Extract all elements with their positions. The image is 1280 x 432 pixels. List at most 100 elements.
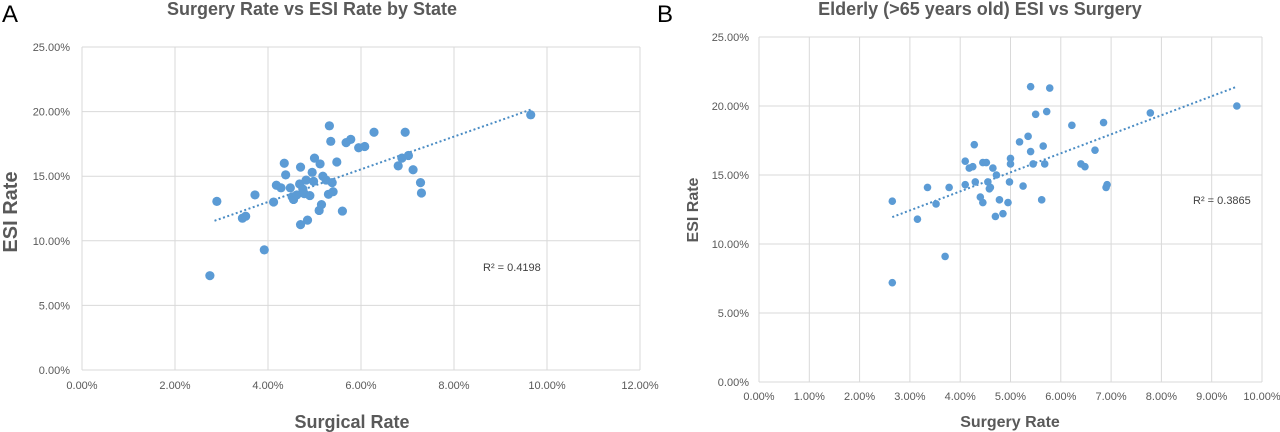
b-data-point <box>989 164 997 172</box>
a-data-point <box>241 211 251 221</box>
panel-b-x-tick-labels: 0.00% 1.00% 2.00% 3.00% 4.00% 5.00% 6.00% 7.00%… <box>743 391 1280 403</box>
b-data-point <box>1040 160 1049 168</box>
a-data-point <box>309 153 320 163</box>
b-data-point <box>1004 198 1012 207</box>
a-data-point <box>276 183 286 193</box>
b-data-point <box>999 209 1007 218</box>
b-data-point <box>1015 138 1024 146</box>
b-data-point <box>970 140 979 149</box>
panel-a: A Surgery Rate vs ESI Rate by State 0.00… <box>0 0 659 432</box>
panel-b-trendline <box>891 85 1238 219</box>
panel-a-label: A <box>2 1 18 28</box>
b-data-point <box>913 215 922 223</box>
panel-a-plot-frame <box>0 40 2 42</box>
b-x-tick-label: 4.00% <box>945 391 976 403</box>
panel-b: B Elderly (>65 years old) ESI vs Surgery… <box>657 0 1280 431</box>
b-y-tick-label: 5.00% <box>718 308 749 320</box>
b-data-point <box>992 171 1001 179</box>
b-x-tick-label: 10.00% <box>1243 391 1280 403</box>
b-x-tick-label: 0.00% <box>743 391 774 403</box>
b-data-point <box>1024 132 1032 141</box>
panel-b-points <box>888 82 1241 287</box>
panel-a-x-axis-title: Surgical Rate <box>294 412 409 432</box>
b-x-tick-label: 8.00% <box>1146 391 1177 403</box>
panel-a-title: Surgery Rate vs ESI Rate by State <box>167 0 457 19</box>
b-data-point <box>1146 109 1155 117</box>
b-data-point <box>945 183 953 192</box>
a-data-point <box>259 245 269 255</box>
panel-b-r2-label: R² = 0.3865 <box>1193 195 1251 207</box>
panel-a-points <box>205 110 536 281</box>
a-data-point <box>415 178 426 188</box>
a-data-point <box>360 141 370 152</box>
b-data-point <box>1068 121 1076 130</box>
b-data-point <box>1042 107 1051 116</box>
b-data-point <box>1026 147 1035 156</box>
a-data-point <box>205 271 215 281</box>
panel-a-trendline <box>214 108 532 222</box>
a-data-point <box>346 134 356 144</box>
a-y-tick-label: 15.00% <box>33 171 71 183</box>
b-data-point <box>1081 162 1089 171</box>
a-data-point <box>326 136 336 146</box>
panel-b-y-axis-title: ESI Rate <box>685 177 702 242</box>
b-data-point <box>1039 142 1047 150</box>
a-data-point <box>328 187 338 197</box>
a-x-tick-label: 2.00% <box>159 380 190 392</box>
b-data-point <box>1005 178 1014 186</box>
a-y-tick-label: 20.00% <box>33 107 71 119</box>
b-data-point <box>1006 154 1015 163</box>
b-data-point <box>888 197 897 206</box>
b-data-point <box>971 178 980 186</box>
panel-a-x-tick-labels: 0.00% 2.00% 4.00% 6.00% 8.00% 10.00% 12.00% <box>66 380 658 392</box>
a-x-tick-label: 8.00% <box>438 380 469 392</box>
a-data-point <box>324 121 334 131</box>
b-data-point <box>961 180 970 189</box>
a-x-tick-label: 6.00% <box>345 380 376 392</box>
a-data-point <box>279 158 289 168</box>
a-data-point <box>416 188 427 198</box>
b-data-point <box>986 183 995 192</box>
panel-b-x-axis-title: Surgery Rate <box>960 414 1060 431</box>
a-data-point <box>285 183 295 193</box>
b-data-point <box>1045 84 1054 92</box>
b-x-tick-label: 5.00% <box>995 391 1026 403</box>
a-data-point <box>369 127 379 137</box>
b-data-point <box>1037 196 1046 204</box>
b-data-point <box>1091 146 1099 154</box>
b-data-point <box>932 200 940 208</box>
b-data-point <box>1019 182 1027 190</box>
b-data-point <box>995 196 1004 204</box>
b-data-point <box>979 198 987 207</box>
a-x-tick-label: 0.00% <box>66 380 97 392</box>
panel-a-y-tick-labels: 0.00% 5.00% 10.00% 15.00% 20.00% 25.00% <box>33 42 71 377</box>
b-y-tick-label: 20.00% <box>712 101 750 113</box>
panel-a-r2-label: R² = 0.4198 <box>483 262 541 274</box>
b-y-tick-label: 10.00% <box>712 239 750 251</box>
a-data-point <box>212 196 222 206</box>
a-y-tick-label: 0.00% <box>39 365 70 377</box>
a-data-point <box>305 190 315 201</box>
b-data-point <box>923 183 932 192</box>
b-data-point <box>961 157 970 165</box>
b-data-point <box>1006 160 1015 168</box>
b-y-tick-label: 15.00% <box>712 170 750 182</box>
panel-b-y-tick-labels: 0.00% 5.00% 10.00% 15.00% 20.00% 25.00% <box>712 32 750 389</box>
b-data-point <box>1103 180 1111 189</box>
a-data-point <box>315 159 325 169</box>
b-x-tick-label: 3.00% <box>894 391 925 403</box>
panel-b-gridlines <box>758 36 1263 383</box>
panel-a-y-axis-title: ESI Rate <box>0 171 22 252</box>
b-data-point <box>1031 110 1040 119</box>
a-data-point <box>408 165 418 175</box>
a-data-point <box>250 190 260 200</box>
a-data-point <box>307 167 317 177</box>
a-x-tick-label: 10.00% <box>528 380 566 392</box>
b-data-point <box>941 252 949 261</box>
a-x-tick-label: 4.00% <box>252 380 283 392</box>
b-data-point <box>982 158 991 167</box>
b-x-tick-label: 9.00% <box>1196 391 1227 403</box>
a-y-tick-label: 5.00% <box>39 300 70 312</box>
a-data-point <box>316 200 327 210</box>
